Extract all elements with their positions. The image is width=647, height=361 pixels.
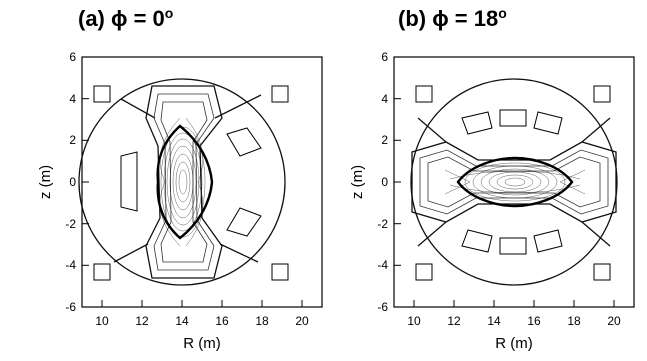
panel-a-side-coil — [226, 207, 262, 237]
panel-b: (b) ϕ = 18o 10 12 14 16 18 20 — [349, 5, 635, 352]
panel-a-coil — [271, 263, 289, 281]
panel-b-bottom-coil — [461, 229, 493, 253]
panel-a-flux-surfaces — [159, 117, 206, 247]
panel-a-ytick: 6 — [69, 50, 76, 64]
panel-a-xtick: 16 — [215, 314, 229, 328]
panel-b-cut-line — [581, 221, 611, 247]
panel-b-inner-wall-2 — [427, 156, 601, 208]
panel-a-x-tick-labels: 10 12 14 16 18 20 — [95, 314, 309, 328]
panel-b-ytick: 4 — [381, 92, 388, 106]
panel-a-inner-wall-2 — [160, 101, 208, 263]
panel-a-xtick: 14 — [175, 314, 189, 328]
panel-b-xtick: 20 — [607, 314, 621, 328]
panel-a-coil — [93, 263, 111, 281]
panel-b-cut-line — [417, 117, 447, 143]
panel-b-outer-wall — [411, 141, 617, 223]
panel-a-ytick: 2 — [69, 133, 76, 147]
panel-a-cut-line — [113, 243, 149, 263]
panel-b-xtick: 18 — [567, 314, 581, 328]
panel-b-x-ticks — [413, 300, 615, 307]
panel-b-xlabel: R (m) — [495, 335, 533, 352]
panel-b-ytick: 0 — [381, 175, 388, 189]
panel-b-ytick: -4 — [377, 258, 388, 272]
panel-b-vessel — [410, 78, 618, 286]
panel-b-coil — [593, 85, 611, 103]
panel-a-xtick: 18 — [255, 314, 269, 328]
panel-b-xtick: 12 — [447, 314, 461, 328]
panel-a-ylabel: z (m) — [37, 165, 54, 199]
panel-b-ylabel: z (m) — [349, 165, 366, 199]
panel-a-separatrix — [156, 124, 214, 240]
panel-a-cut-line — [120, 98, 156, 119]
panel-b-top-coil — [533, 111, 563, 135]
panel-b-cut-line — [417, 221, 447, 247]
panel-a-vessel — [78, 78, 286, 286]
panel-a-title: (a) ϕ = 0o — [78, 5, 173, 31]
panel-b-x-tick-labels: 10 12 14 16 18 20 — [407, 314, 621, 328]
panel-b-ytick: 6 — [381, 50, 388, 64]
panel-b-top-coil — [461, 111, 493, 135]
panel-a-xtick: 20 — [295, 314, 309, 328]
panel-a-coil — [271, 85, 289, 103]
panel-a-xtick: 10 — [95, 314, 109, 328]
panel-b-coil — [593, 263, 611, 281]
panel-a-xlabel: R (m) — [183, 335, 221, 352]
panel-b-ytick: -6 — [377, 300, 388, 314]
panel-a-cut-line — [214, 94, 262, 119]
panel-b-bottom-coil — [499, 237, 527, 255]
panel-b-top-coil — [499, 109, 527, 127]
panel-b-flux-surfaces — [444, 162, 586, 202]
panel-b-xtick: 10 — [407, 314, 421, 328]
panel-a-ytick: 0 — [69, 175, 76, 189]
panel-a-outer-wall — [145, 85, 223, 279]
panel-a-y-tick-labels: 6 4 2 0 -2 -4 -6 — [65, 50, 76, 314]
panel-a-ytick: -2 — [65, 217, 76, 231]
panel-b-coil — [415, 85, 433, 103]
panel-a-x-ticks — [101, 300, 303, 307]
panel-a-side-coil — [120, 151, 138, 212]
panel-b-y-tick-labels: 6 4 2 0 -2 -4 -6 — [377, 50, 388, 314]
panel-b-ytick: -2 — [377, 217, 388, 231]
panel-b-xtick: 16 — [527, 314, 541, 328]
panel-a-y-ticks — [82, 56, 89, 308]
panel-a-side-coil — [226, 127, 262, 157]
panel-b-ytick: 2 — [381, 133, 388, 147]
panel-b-separatrix — [456, 156, 574, 208]
panel-a-coil — [93, 85, 111, 103]
panel-b-bottom-coil — [533, 229, 563, 253]
panel-a-xtick: 12 — [135, 314, 149, 328]
panel-b-title: (b) ϕ = 18o — [398, 5, 507, 31]
panel-a-ytick: -6 — [65, 300, 76, 314]
panel-b-coil — [415, 263, 433, 281]
panel-a-ytick: 4 — [69, 92, 76, 106]
panel-b-xtick: 14 — [487, 314, 501, 328]
panel-b-cut-line — [581, 117, 611, 143]
panel-a: (a) ϕ = 0o 10 12 14 16 18 20 — [37, 5, 323, 352]
panel-b-y-ticks — [394, 56, 401, 308]
panel-a-cut-line — [219, 243, 259, 263]
panel-b-inner-wall — [419, 149, 609, 215]
panel-a-ytick: -4 — [65, 258, 76, 272]
